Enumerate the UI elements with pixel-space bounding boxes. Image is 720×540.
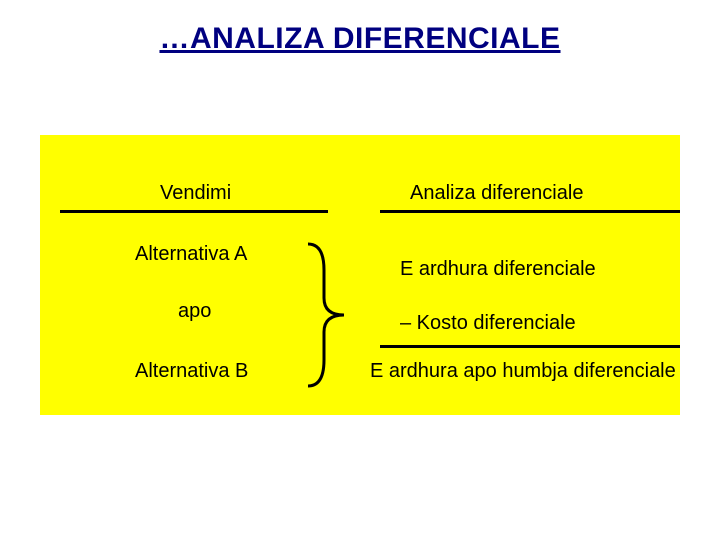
- left-underline: [60, 210, 328, 213]
- brace-icon: [300, 240, 360, 390]
- left-mid: apo: [178, 300, 211, 323]
- right-result: E ardhura apo humbja diferenciale: [370, 360, 676, 383]
- right-underline-top: [380, 210, 680, 213]
- right-row2: – Kosto diferenciale: [400, 312, 576, 335]
- left-alt-b: Alternativa B: [135, 360, 248, 383]
- right-header: Analiza diferenciale: [410, 182, 583, 205]
- left-alt-a: Alternativa A: [135, 243, 247, 266]
- right-row1: E ardhura diferenciale: [400, 258, 596, 281]
- left-header: Vendimi: [160, 182, 231, 205]
- right-underline-bottom: [380, 345, 680, 348]
- page-title: …ANALIZA DIFERENCIALE: [0, 22, 720, 56]
